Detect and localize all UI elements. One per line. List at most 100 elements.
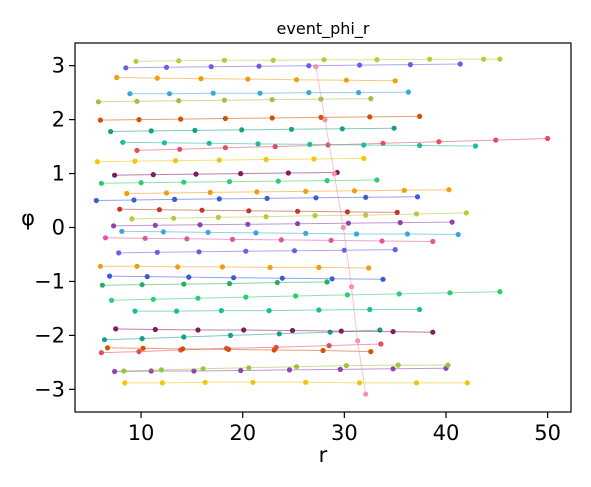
track-line bbox=[113, 221, 453, 227]
hit-point bbox=[357, 62, 363, 68]
hit-point bbox=[98, 350, 104, 356]
hit-point bbox=[353, 231, 360, 237]
hit-point bbox=[367, 306, 373, 313]
hit-point bbox=[312, 213, 318, 219]
hit-point bbox=[356, 90, 362, 96]
hit-point bbox=[122, 380, 128, 386]
track-line bbox=[114, 367, 447, 372]
hit-point bbox=[366, 265, 372, 271]
x-tick-label: 10 bbox=[128, 421, 155, 445]
hit-point bbox=[457, 61, 463, 67]
hit-point bbox=[254, 189, 260, 195]
hit-point bbox=[132, 158, 138, 164]
hit-point bbox=[291, 248, 298, 254]
y-tick-label: −1 bbox=[34, 269, 65, 293]
hit-point bbox=[176, 58, 182, 64]
hit-point bbox=[133, 58, 139, 64]
hit-point bbox=[306, 63, 312, 69]
hit-point bbox=[134, 147, 140, 153]
hit-point bbox=[148, 368, 154, 374]
hit-point bbox=[256, 63, 262, 69]
x-axis-ticks: 10 20 30 40 50 bbox=[128, 412, 561, 445]
hit-point bbox=[303, 188, 309, 194]
hit-point bbox=[344, 292, 350, 298]
hit-point bbox=[464, 380, 470, 386]
hit-point bbox=[397, 220, 403, 226]
hit-point bbox=[132, 308, 138, 314]
hit-point bbox=[124, 190, 130, 197]
hit-point bbox=[361, 142, 367, 148]
hit-point bbox=[138, 180, 144, 186]
track-series bbox=[109, 289, 503, 303]
hit-point bbox=[328, 237, 334, 243]
hit-point bbox=[123, 65, 129, 71]
hit-point bbox=[392, 247, 398, 253]
hit-point bbox=[367, 114, 373, 120]
hit-point bbox=[324, 178, 330, 184]
hit-point bbox=[270, 57, 276, 63]
hit-point bbox=[497, 56, 503, 62]
hit-point bbox=[215, 214, 221, 220]
hit-point bbox=[368, 349, 374, 355]
hit-point bbox=[341, 247, 347, 253]
hit-point bbox=[407, 62, 413, 68]
hit-point bbox=[306, 90, 312, 96]
hit-point bbox=[320, 347, 326, 354]
hit-point bbox=[368, 96, 374, 102]
hit-point bbox=[378, 341, 384, 347]
hit-point bbox=[463, 210, 469, 216]
hit-point bbox=[391, 125, 397, 131]
hit-point bbox=[109, 297, 115, 303]
hit-point bbox=[219, 264, 225, 270]
y-tick-label: 3 bbox=[52, 54, 65, 78]
hit-point bbox=[198, 76, 204, 82]
hit-point bbox=[221, 97, 227, 103]
hit-point bbox=[174, 308, 180, 314]
hit-point bbox=[318, 114, 324, 120]
hit-point bbox=[295, 221, 301, 227]
hit-point bbox=[380, 276, 386, 282]
hit-point bbox=[272, 144, 278, 150]
hit-point bbox=[97, 117, 103, 123]
track-series bbox=[104, 345, 374, 355]
hit-point bbox=[267, 264, 273, 270]
hit-point bbox=[245, 76, 251, 82]
hit-point bbox=[227, 332, 234, 338]
hit-point bbox=[216, 196, 222, 202]
x-axis-label: r bbox=[319, 443, 328, 467]
hit-point bbox=[229, 236, 236, 242]
hit-point bbox=[241, 327, 247, 333]
track-line bbox=[114, 172, 338, 176]
track-series bbox=[120, 139, 479, 149]
hit-point bbox=[159, 380, 165, 386]
track-line bbox=[115, 328, 433, 333]
hit-point bbox=[176, 98, 182, 104]
track-series bbox=[132, 306, 423, 314]
hit-point bbox=[390, 329, 396, 335]
hit-point bbox=[348, 284, 355, 290]
track-series bbox=[313, 64, 369, 397]
hit-point bbox=[344, 209, 350, 215]
hit-point bbox=[363, 194, 369, 200]
hit-point bbox=[295, 208, 301, 214]
hit-point bbox=[196, 249, 202, 255]
hit-point bbox=[222, 145, 228, 151]
hit-point bbox=[404, 231, 410, 237]
hit-point bbox=[363, 212, 369, 218]
track-series bbox=[112, 365, 449, 375]
track-series bbox=[127, 89, 411, 97]
hit-point bbox=[313, 195, 319, 201]
hit-point bbox=[195, 295, 201, 301]
hit-point bbox=[173, 158, 179, 164]
hit-point bbox=[95, 99, 101, 105]
hit-point bbox=[210, 90, 216, 96]
hit-point bbox=[374, 177, 380, 183]
hit-point bbox=[127, 91, 133, 97]
hit-point bbox=[266, 308, 272, 314]
hit-point bbox=[112, 368, 118, 375]
hit-point bbox=[171, 215, 177, 221]
hit-point bbox=[136, 349, 142, 355]
track-series bbox=[121, 362, 451, 374]
track-series bbox=[107, 273, 386, 282]
